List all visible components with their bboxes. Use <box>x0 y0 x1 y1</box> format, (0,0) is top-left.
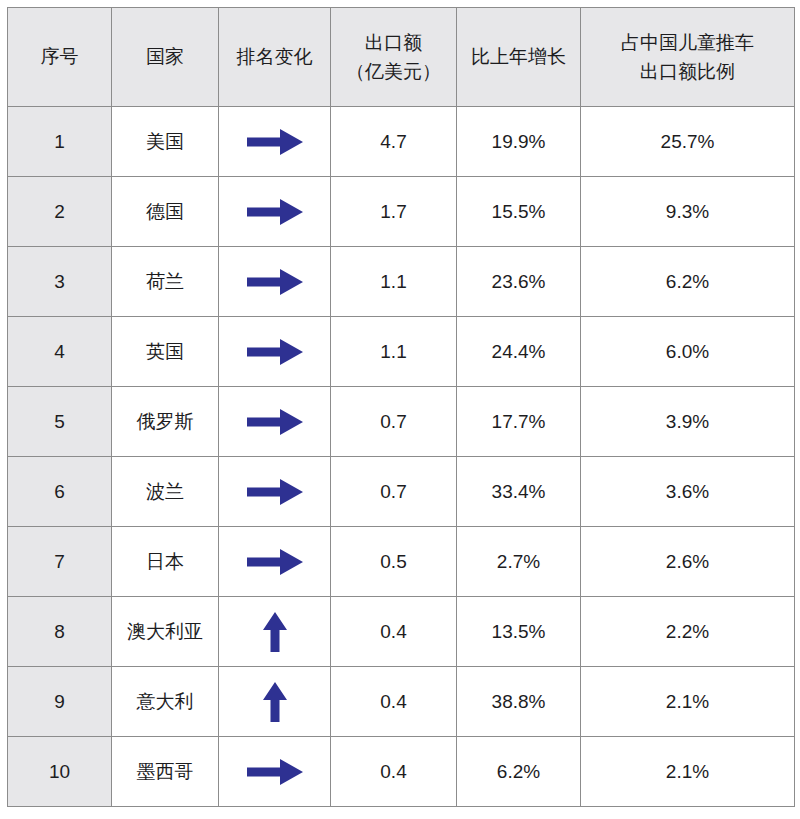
cell-rank-change <box>219 177 331 247</box>
right-arrow-icon <box>247 338 303 366</box>
cell-rank-change <box>219 457 331 527</box>
cell-export-value: 0.4 <box>331 737 457 807</box>
right-arrow-icon <box>247 758 303 786</box>
table-header: 序号 国家 排名变化 出口额 （亿美元） 比上年增长 占中国儿童推车 出口额比例 <box>8 8 795 107</box>
cell-growth: 33.4% <box>457 457 581 527</box>
header-growth: 比上年增长 <box>457 8 581 107</box>
cell-share: 2.2% <box>581 597 795 667</box>
cell-growth: 23.6% <box>457 247 581 317</box>
right-arrow-icon <box>247 408 303 436</box>
cell-rank-no: 9 <box>8 667 112 737</box>
cell-rank-no: 8 <box>8 597 112 667</box>
header-rank-no: 序号 <box>8 8 112 107</box>
cell-share: 6.0% <box>581 317 795 387</box>
cell-rank-change <box>219 387 331 457</box>
cell-growth: 13.5% <box>457 597 581 667</box>
cell-country: 荷兰 <box>112 247 219 317</box>
cell-rank-no: 1 <box>8 107 112 177</box>
cell-growth: 17.7% <box>457 387 581 457</box>
cell-country: 意大利 <box>112 667 219 737</box>
cell-export-value: 4.7 <box>331 107 457 177</box>
table-row: 5俄罗斯 0.717.7%3.9% <box>8 387 795 457</box>
cell-rank-no: 2 <box>8 177 112 247</box>
cell-rank-change <box>219 737 331 807</box>
cell-country: 波兰 <box>112 457 219 527</box>
table-row: 7日本 0.52.7%2.6% <box>8 527 795 597</box>
cell-rank-change <box>219 527 331 597</box>
cell-country: 澳大利亚 <box>112 597 219 667</box>
header-row: 序号 国家 排名变化 出口额 （亿美元） 比上年增长 占中国儿童推车 出口额比例 <box>8 8 795 107</box>
header-export-value: 出口额 （亿美元） <box>331 8 457 107</box>
table-row: 10墨西哥 0.46.2%2.1% <box>8 737 795 807</box>
cell-share: 9.3% <box>581 177 795 247</box>
table-row: 1美国 4.719.9%25.7% <box>8 107 795 177</box>
table-row: 8澳大利亚 0.413.5%2.2% <box>8 597 795 667</box>
cell-export-value: 0.7 <box>331 387 457 457</box>
table-body: 1美国 4.719.9%25.7% 2德国 1.715.5%9.3% 3荷兰 1.123.… <box>8 107 795 807</box>
cell-rank-no: 5 <box>8 387 112 457</box>
cell-growth: 6.2% <box>457 737 581 807</box>
cell-export-value: 1.7 <box>331 177 457 247</box>
right-arrow-icon <box>247 198 303 226</box>
cell-share: 3.6% <box>581 457 795 527</box>
header-country: 国家 <box>112 8 219 107</box>
cell-country: 美国 <box>112 107 219 177</box>
cell-share: 25.7% <box>581 107 795 177</box>
cell-export-value: 1.1 <box>331 317 457 387</box>
cell-share: 6.2% <box>581 247 795 317</box>
cell-growth: 19.9% <box>457 107 581 177</box>
up-arrow-icon <box>262 682 288 722</box>
cell-country: 墨西哥 <box>112 737 219 807</box>
right-arrow-icon <box>247 548 303 576</box>
cell-country: 德国 <box>112 177 219 247</box>
table-row: 6波兰 0.733.4%3.6% <box>8 457 795 527</box>
right-arrow-icon <box>247 268 303 296</box>
cell-export-value: 0.4 <box>331 597 457 667</box>
cell-growth: 2.7% <box>457 527 581 597</box>
cell-export-value: 0.5 <box>331 527 457 597</box>
cell-rank-change <box>219 597 331 667</box>
up-arrow-icon <box>262 612 288 652</box>
table-row: 2德国 1.715.5%9.3% <box>8 177 795 247</box>
header-rank-change: 排名变化 <box>219 8 331 107</box>
cell-rank-no: 7 <box>8 527 112 597</box>
right-arrow-icon <box>247 128 303 156</box>
cell-rank-change <box>219 107 331 177</box>
header-share: 占中国儿童推车 出口额比例 <box>581 8 795 107</box>
cell-growth: 15.5% <box>457 177 581 247</box>
cell-growth: 24.4% <box>457 317 581 387</box>
cell-export-value: 0.4 <box>331 667 457 737</box>
cell-rank-change <box>219 317 331 387</box>
cell-rank-no: 4 <box>8 317 112 387</box>
cell-rank-no: 10 <box>8 737 112 807</box>
cell-rank-change <box>219 667 331 737</box>
cell-export-value: 0.7 <box>331 457 457 527</box>
cell-rank-no: 3 <box>8 247 112 317</box>
cell-rank-no: 6 <box>8 457 112 527</box>
cell-growth: 38.8% <box>457 667 581 737</box>
cell-rank-change <box>219 247 331 317</box>
cell-share: 3.9% <box>581 387 795 457</box>
cell-country: 俄罗斯 <box>112 387 219 457</box>
cell-country: 英国 <box>112 317 219 387</box>
table-row: 9意大利 0.438.8%2.1% <box>8 667 795 737</box>
cell-share: 2.1% <box>581 667 795 737</box>
cell-export-value: 1.1 <box>331 247 457 317</box>
page: 序号 国家 排名变化 出口额 （亿美元） 比上年增长 占中国儿童推车 出口额比例… <box>0 0 800 814</box>
export-table: 序号 国家 排名变化 出口额 （亿美元） 比上年增长 占中国儿童推车 出口额比例… <box>7 7 795 807</box>
cell-country: 日本 <box>112 527 219 597</box>
cell-share: 2.1% <box>581 737 795 807</box>
table-row: 3荷兰 1.123.6%6.2% <box>8 247 795 317</box>
table-row: 4英国 1.124.4%6.0% <box>8 317 795 387</box>
right-arrow-icon <box>247 478 303 506</box>
cell-share: 2.6% <box>581 527 795 597</box>
